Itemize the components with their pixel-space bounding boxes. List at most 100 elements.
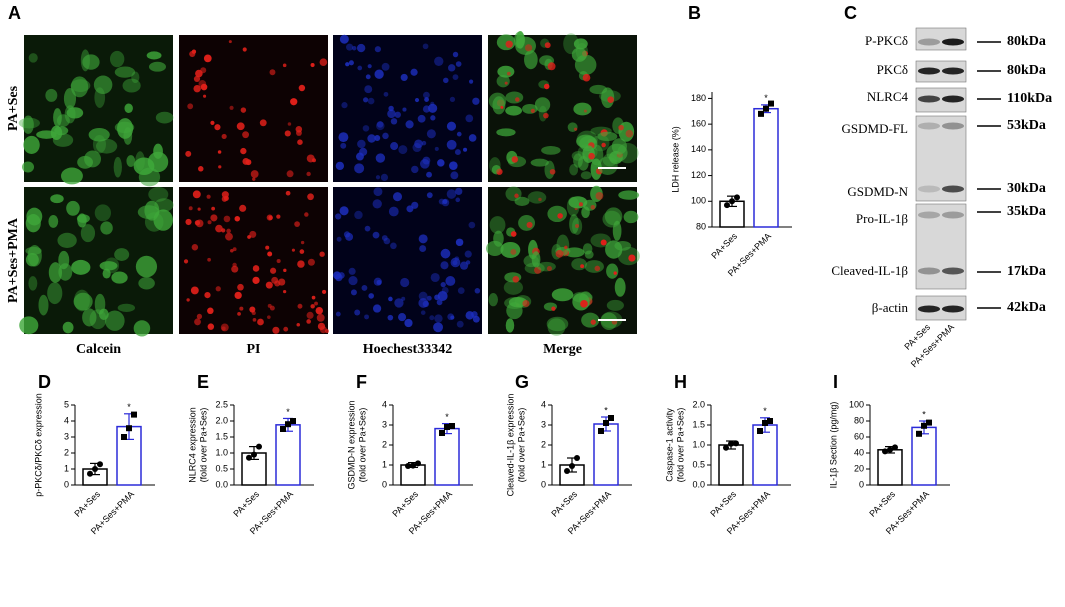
cell [88, 127, 110, 142]
cell [398, 313, 407, 322]
cell [265, 245, 270, 250]
cell [252, 177, 256, 181]
point [724, 202, 730, 209]
cell [387, 314, 394, 321]
bar [434, 427, 460, 486]
cell [454, 256, 460, 261]
y-tick-label: 1.5 [692, 419, 705, 429]
cell [430, 115, 436, 121]
band [942, 185, 964, 193]
cell [362, 125, 370, 132]
cell [187, 103, 194, 110]
point [926, 419, 932, 426]
cell [23, 135, 40, 154]
y-tick-label: 2 [541, 439, 546, 449]
cell [398, 145, 408, 155]
band-label: P-PKCδ [865, 33, 908, 48]
band [942, 305, 964, 313]
point [444, 424, 450, 430]
cell [282, 63, 287, 68]
cell [267, 315, 271, 319]
cell [294, 221, 300, 228]
micrograph [179, 35, 328, 182]
cell [590, 204, 596, 210]
cell [283, 326, 289, 332]
y-tick-label: 1.0 [692, 439, 705, 449]
cell [239, 204, 247, 212]
cell [82, 308, 97, 327]
cell [18, 117, 40, 129]
cell [45, 88, 58, 102]
cell [155, 111, 174, 124]
point [131, 411, 137, 418]
cell [441, 287, 449, 294]
cell [234, 215, 241, 222]
point [121, 434, 127, 440]
cell [564, 245, 568, 250]
cell [76, 214, 90, 223]
cell [597, 156, 618, 175]
cell [361, 285, 368, 291]
cell [252, 276, 260, 284]
cell [28, 53, 38, 63]
cell [296, 322, 301, 327]
cell [148, 186, 169, 202]
y-axis-label: p-PKCδ/PKCδ expression [33, 393, 43, 497]
cell [283, 268, 287, 273]
cell [405, 120, 414, 129]
cell [454, 149, 461, 156]
cell [623, 210, 639, 224]
cell [185, 218, 192, 226]
cell [390, 142, 399, 151]
cell [625, 129, 634, 138]
y-tick-label: 2.0 [692, 399, 705, 409]
cell [456, 320, 464, 328]
cell [414, 98, 420, 103]
cell [50, 194, 64, 204]
y-tick-label: 1.0 [215, 447, 228, 457]
y-tick-label: 0 [541, 479, 546, 489]
y-tick-label: 0.5 [692, 459, 705, 469]
cell [522, 103, 538, 114]
cell [114, 66, 136, 78]
band [918, 305, 940, 313]
lane-label: PA+Ses+PMA [909, 322, 956, 369]
cell [215, 286, 221, 292]
cell [306, 171, 311, 177]
cell [114, 248, 130, 261]
cell [534, 266, 542, 274]
cell [526, 221, 533, 228]
cell [547, 318, 566, 336]
x-tick-label: PA+Ses [709, 231, 739, 261]
cell [456, 131, 462, 137]
cell [434, 294, 440, 301]
cell [571, 258, 587, 271]
cell [424, 97, 429, 102]
cell [512, 275, 520, 283]
y-axis-label: GSDMD-N expression [346, 400, 356, 489]
y-tick-label: 100 [849, 399, 864, 409]
cell [359, 147, 368, 156]
y-tick-label: 3 [64, 431, 69, 441]
cell [504, 81, 508, 85]
point [608, 415, 614, 421]
cell [77, 155, 94, 169]
cell [375, 153, 386, 163]
cell [571, 47, 587, 62]
point [280, 426, 286, 432]
cell [457, 287, 465, 294]
bar [718, 444, 744, 486]
cell [226, 228, 231, 234]
cell [580, 300, 588, 308]
y-tick-label: 180 [691, 93, 706, 103]
y-tick-label: 3 [541, 419, 546, 429]
cell [387, 109, 396, 119]
cell [402, 107, 407, 112]
cell [218, 165, 222, 169]
cell [306, 319, 311, 324]
cell [94, 87, 106, 108]
y-tick-label: 160 [691, 119, 706, 129]
cell [600, 239, 607, 246]
cell [497, 65, 515, 78]
cell [374, 69, 384, 79]
